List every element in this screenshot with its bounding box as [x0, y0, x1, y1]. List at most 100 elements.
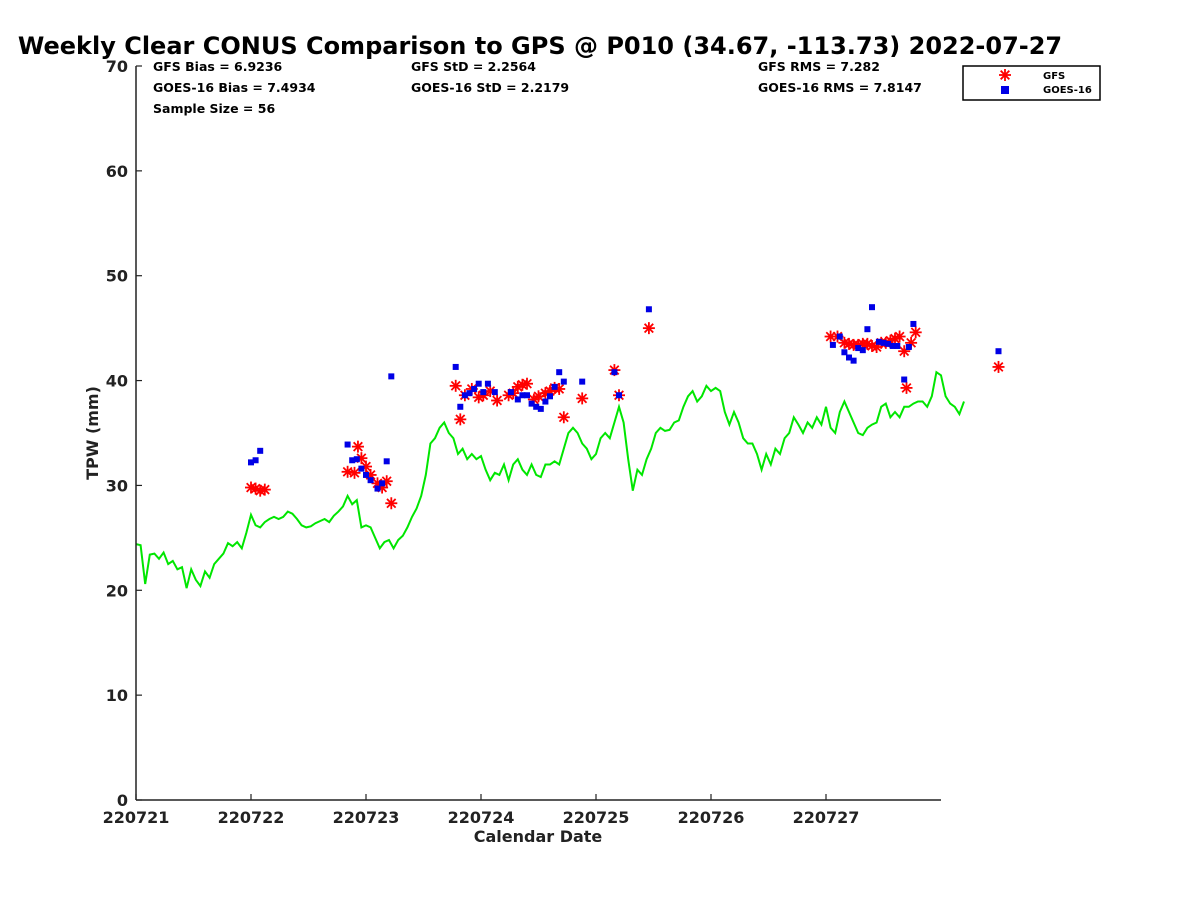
- stat-goes16-bias: GOES-16 Bias = 7.4934: [153, 80, 316, 95]
- goes16-point: [507, 389, 514, 396]
- x-tick-label: 220724: [448, 808, 515, 827]
- y-tick-label: 50: [106, 267, 128, 286]
- goes16-point: [864, 326, 871, 333]
- goes16-point: [894, 342, 901, 349]
- goes16-point: [519, 392, 526, 399]
- goes16-point: [457, 403, 464, 410]
- goes16-point: [841, 349, 848, 356]
- x-tick-label: 220727: [793, 808, 860, 827]
- x-tick-label: 220725: [563, 808, 630, 827]
- axes: 0 10 20 30 40 50 60 70 220721 220722 220723 220724 2…: [103, 57, 941, 827]
- y-tick-label: 60: [106, 162, 128, 181]
- y-tick-label: 20: [106, 581, 128, 600]
- goes16-point: [579, 378, 586, 385]
- goes16-point: [875, 338, 882, 345]
- goes16-point: [885, 340, 892, 347]
- gfs-point: [900, 381, 913, 394]
- gfs-point: [385, 497, 398, 510]
- y-tick-label: 40: [106, 372, 128, 391]
- legend-gfs-label: GFS: [1043, 71, 1065, 82]
- goes16-point: [880, 339, 887, 346]
- goes16-point: [367, 477, 374, 484]
- gfs-point: [521, 377, 533, 390]
- goes16-point: [560, 378, 567, 385]
- gfs-point: [909, 326, 922, 339]
- legend-goes16-marker: [1001, 86, 1009, 94]
- goes16-point: [475, 380, 482, 387]
- goes16-point: [889, 342, 896, 349]
- gfs-point: [992, 360, 1005, 373]
- stats-block: GFS Bias = 6.9236 GOES-16 Bias = 7.4934 …: [153, 59, 922, 116]
- gfs-point: [491, 394, 504, 407]
- gfs-point: [893, 330, 906, 343]
- gfs-point: [348, 466, 361, 479]
- goes16-point: [471, 385, 478, 392]
- legend-gfs-marker: [999, 69, 1011, 81]
- gfs-point: [642, 322, 655, 335]
- goes16-point: [551, 383, 558, 390]
- stat-sample-size: Sample Size = 56: [153, 101, 275, 116]
- goes16-point: [363, 471, 369, 478]
- goes16-point: [388, 373, 395, 380]
- goes16-point: [257, 447, 264, 454]
- goes16-point: [645, 306, 652, 313]
- goes16-point: [901, 376, 908, 383]
- goes16-point: [344, 441, 351, 448]
- gfs-point: [576, 392, 589, 405]
- x-tick-label: 220726: [678, 808, 745, 827]
- y-axis-label: TPW (mm): [83, 386, 102, 480]
- series-goes16: [248, 304, 1002, 492]
- series-gps: [135, 370, 965, 589]
- goes16-point: [836, 333, 843, 340]
- goes16-point: [491, 389, 498, 396]
- goes16-point: [524, 392, 530, 399]
- stat-gfs-rms: GFS RMS = 7.282: [758, 59, 880, 74]
- stat-gfs-std: GFS StD = 2.2564: [411, 59, 536, 74]
- goes16-point: [611, 369, 618, 376]
- goes16-point: [252, 457, 259, 464]
- gps-line: [135, 370, 965, 589]
- goes16-point: [480, 389, 487, 396]
- y-tick-label: 30: [106, 476, 128, 495]
- goes16-point: [846, 354, 852, 361]
- gfs-point: [351, 440, 364, 453]
- gfs-point: [258, 483, 271, 496]
- goes16-point: [855, 345, 862, 352]
- goes16-point: [528, 400, 535, 407]
- goes16-point: [379, 480, 386, 487]
- goes16-point: [461, 392, 468, 399]
- goes16-point: [829, 341, 836, 348]
- legend-goes16-label: GOES-16: [1043, 85, 1092, 96]
- goes16-point: [349, 457, 356, 464]
- x-tick-label: 220722: [218, 808, 285, 827]
- goes16-point: [616, 392, 622, 399]
- legend: GFS GOES-16: [962, 65, 1101, 101]
- goes16-point: [542, 398, 549, 405]
- gfs-point: [557, 411, 570, 424]
- goes16-point: [995, 348, 1002, 355]
- goes16-point: [869, 304, 875, 311]
- goes16-point: [484, 380, 491, 387]
- goes16-point: [358, 465, 365, 472]
- goes16-point: [850, 357, 857, 364]
- gfs-point: [454, 413, 467, 426]
- goes16-point: [466, 390, 473, 397]
- y-tick-label: 10: [106, 686, 128, 705]
- x-tick-label: 220721: [103, 808, 170, 827]
- plot-area: [135, 304, 1005, 589]
- goes16-point: [537, 405, 544, 412]
- goes16-point: [533, 403, 540, 410]
- stat-goes16-rms: GOES-16 RMS = 7.8147: [758, 80, 922, 95]
- goes16-point: [547, 393, 553, 400]
- stat-gfs-bias: GFS Bias = 6.9236: [153, 59, 283, 74]
- legend-box: [962, 65, 1101, 101]
- x-axis-label: Calendar Date: [474, 827, 603, 846]
- x-tick-label: 220723: [333, 808, 400, 827]
- goes16-point: [556, 369, 563, 376]
- goes16-point: [859, 347, 866, 354]
- goes16-point: [353, 456, 360, 463]
- gfs-point: [449, 379, 462, 392]
- chart-title: Weekly Clear CONUS Comparison to GPS @ P…: [18, 32, 1062, 60]
- goes16-point: [452, 363, 459, 370]
